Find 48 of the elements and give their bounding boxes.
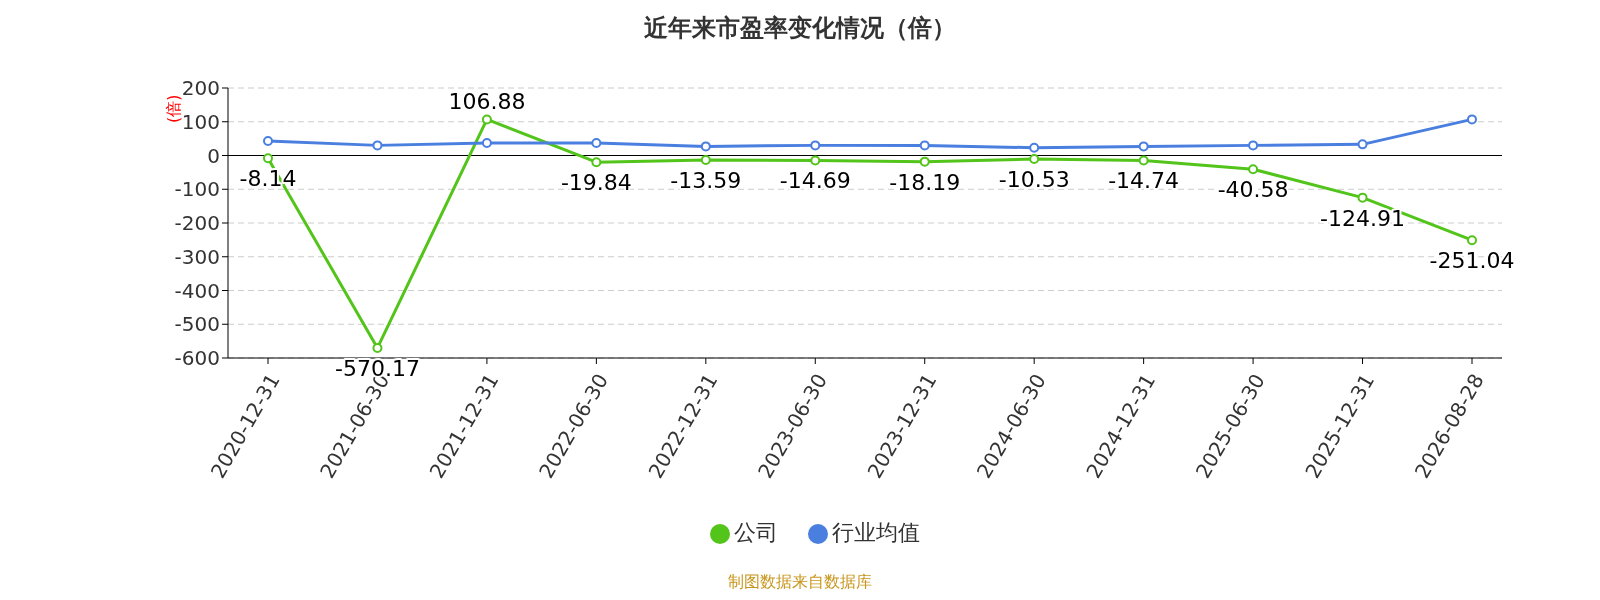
point — [372, 342, 383, 353]
y-tick-label: 100 — [181, 109, 220, 134]
point — [1467, 114, 1477, 125]
point — [1029, 154, 1040, 165]
point — [481, 114, 492, 125]
y-tick-label: 0 — [207, 143, 220, 168]
y-tick-label: -300 — [174, 244, 220, 269]
point — [700, 155, 711, 166]
data-label: -18.19 — [889, 169, 961, 195]
data-label: 106.88 — [448, 89, 526, 115]
data-label: -10.53 — [998, 167, 1070, 193]
point — [1138, 141, 1149, 152]
point — [1029, 142, 1040, 153]
point — [263, 135, 273, 146]
data-label: -14.74 — [1108, 168, 1180, 194]
point — [1357, 192, 1368, 203]
point — [591, 138, 602, 149]
point — [591, 157, 602, 168]
y-tick-label: -500 — [174, 312, 220, 337]
point — [810, 140, 821, 151]
text: 制图数据来自数据库 — [727, 572, 873, 593]
point — [1357, 139, 1368, 150]
data-label: -19.84 — [560, 170, 632, 196]
point — [810, 155, 821, 166]
point — [372, 140, 383, 151]
legend-label: 行业均值 — [832, 520, 920, 545]
point — [919, 156, 930, 167]
point — [1138, 155, 1149, 166]
y-tick-label: 200 — [181, 76, 220, 101]
legend-label: 公司 — [734, 520, 778, 545]
point — [263, 153, 273, 164]
chart-title: 近年来市盈率变化情况（倍） — [643, 13, 957, 44]
data-label: -251.04 — [1429, 248, 1515, 274]
y-tick-label: -400 — [174, 278, 220, 303]
point — [919, 140, 930, 151]
point — [1248, 164, 1259, 175]
y-tick-label: -100 — [174, 177, 220, 202]
data-label: -14.69 — [779, 168, 851, 194]
point — [481, 138, 492, 149]
data-label: -13.59 — [670, 168, 742, 194]
point — [1248, 140, 1259, 151]
y-axis-title: (倍) — [163, 94, 183, 123]
point — [1467, 235, 1477, 246]
y-tick-label: -200 — [174, 211, 220, 236]
data-label: -124.91 — [1320, 205, 1406, 231]
point — [700, 141, 711, 152]
y-tick-label: -600 — [174, 346, 220, 371]
data-label: -40.58 — [1217, 177, 1289, 203]
